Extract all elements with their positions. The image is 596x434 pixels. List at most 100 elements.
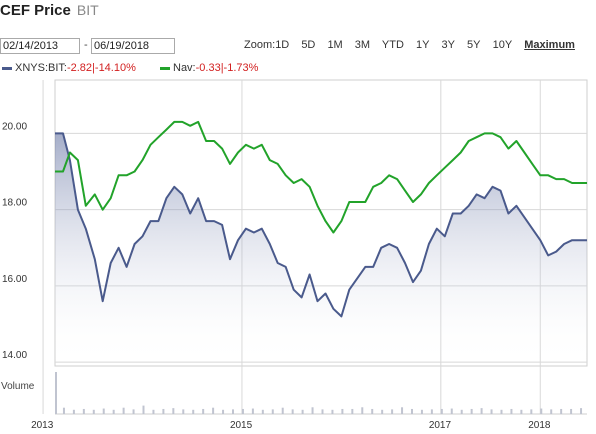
- volume-bar: [62, 407, 65, 414]
- x-tick-label: 2015: [230, 420, 253, 431]
- volume-bar: [212, 407, 215, 414]
- volume-bar: [490, 409, 493, 414]
- volume-bar: [162, 408, 165, 414]
- volume-bar: [331, 409, 334, 414]
- legend-change-nav: -0.33: [195, 62, 221, 74]
- volume-bar: [281, 407, 284, 414]
- area-layer: [55, 133, 587, 366]
- volume-bar: [321, 409, 324, 414]
- volume-bar: [152, 409, 155, 414]
- series-line-nav: [55, 120, 587, 234]
- zoom-10y[interactable]: 10Y: [492, 39, 513, 51]
- start-date-input[interactable]: [0, 38, 80, 54]
- legend-pct-nav: |-1.73%: [220, 62, 259, 74]
- volume-bar: [440, 408, 443, 414]
- y-axis: 14.00 16.00 18.00 20.00: [2, 121, 27, 361]
- volume-panel: Volume: [1, 372, 587, 415]
- volume-bar: [381, 409, 384, 414]
- zoom-5y[interactable]: 5Y: [467, 39, 481, 51]
- zoom-bar: Zoom:1D 5D 1M 3M YTD 1Y 3Y 5Y 10Y Maximu…: [244, 39, 575, 51]
- volume-bar: [401, 407, 404, 414]
- volume-bar: [560, 408, 563, 414]
- legend-change-bit: -2.82: [66, 62, 93, 74]
- legend-item-bit[interactable]: XNYS:BIT:-2.82|-14.10%: [2, 62, 136, 74]
- page-title: CEF Price: [0, 2, 71, 19]
- volume-bar: [232, 409, 235, 414]
- volume-bar: [510, 408, 513, 414]
- volume-bar: [72, 409, 75, 414]
- zoom-1m[interactable]: 1M: [327, 39, 343, 51]
- lines-layer: [55, 120, 587, 318]
- volume-bar: [222, 409, 225, 414]
- volume-bar: [470, 408, 473, 414]
- chart-title: CEF Price BIT: [0, 2, 99, 20]
- volume-bar: [500, 409, 503, 414]
- volume-bar: [580, 408, 583, 414]
- legend-item-nav[interactable]: Nav:-0.33|-1.73%: [160, 62, 258, 74]
- volume-bar: [540, 408, 543, 414]
- volume-bar: [112, 409, 115, 414]
- volume-bar: [430, 409, 433, 414]
- volume-bar: [102, 408, 105, 414]
- zoom-label: Zoom:: [244, 39, 276, 51]
- volume-bar: [391, 409, 394, 414]
- y-tick-label: 20.00: [2, 121, 27, 132]
- volume-bar: [251, 408, 254, 414]
- volume-bar: [192, 409, 195, 414]
- volume-bar: [55, 372, 57, 414]
- volume-bar: [530, 409, 533, 414]
- volume-bar: [371, 408, 374, 414]
- volume-bar: [122, 407, 125, 414]
- range-separator: -: [84, 39, 88, 51]
- volume-bar: [261, 409, 264, 414]
- x-axis: 2013 2015 2017 2018: [31, 420, 551, 431]
- volume-bar: [550, 409, 553, 414]
- volume-bar: [420, 409, 423, 414]
- zoom-1y[interactable]: 1Y: [415, 39, 430, 51]
- volume-label: Volume: [1, 381, 35, 392]
- ticker-label: BIT: [76, 2, 99, 18]
- x-tick-label: 2018: [528, 420, 551, 431]
- volume-bar: [301, 409, 304, 414]
- volume-bar: [450, 408, 453, 414]
- y-tick-label: 16.00: [2, 274, 27, 285]
- y-tick-label: 18.00: [2, 198, 27, 209]
- volume-bar: [202, 408, 205, 414]
- legend-swatch-nav: [160, 66, 170, 70]
- volume-bar: [182, 409, 185, 414]
- volume-bar: [351, 408, 354, 414]
- zoom-5d[interactable]: 5D: [301, 39, 316, 51]
- volume-bar: [291, 409, 294, 414]
- volume-bar: [410, 408, 413, 414]
- y-tick-label: 14.00: [2, 350, 27, 361]
- zoom-maximum[interactable]: Maximum: [524, 39, 575, 51]
- legend-name-bit: XNYS:BIT:: [15, 62, 67, 74]
- zoom-ytd[interactable]: YTD: [381, 39, 404, 51]
- legend-pct-bit: |-14.10%: [92, 62, 136, 74]
- volume-bar: [271, 409, 274, 414]
- volume-bar: [480, 408, 483, 414]
- x-tick-label: 2017: [429, 420, 452, 431]
- volume-bar: [132, 409, 135, 414]
- end-date-input[interactable]: [91, 38, 175, 54]
- series-line-bit: [55, 132, 587, 318]
- volume-bar: [92, 409, 95, 414]
- volume-bar: [142, 405, 145, 414]
- series-area-bit: [55, 133, 587, 366]
- volume-bar: [82, 408, 85, 414]
- legend-swatch-bit: [2, 66, 12, 70]
- volume-bar: [341, 408, 344, 414]
- volume-bar: [570, 408, 573, 414]
- zoom-3y[interactable]: 3Y: [441, 39, 455, 51]
- volume-bar: [520, 409, 523, 414]
- zoom-3m[interactable]: 3M: [354, 39, 371, 51]
- zoom-1d[interactable]: 1D: [275, 39, 290, 51]
- x-tick-label: 2013: [31, 420, 54, 431]
- volume-bar: [311, 407, 314, 414]
- volume-bar: [241, 408, 244, 414]
- legend-name-nav: Nav:: [173, 62, 196, 74]
- volume-bar: [172, 408, 175, 414]
- volume-bar: [460, 409, 463, 414]
- volume-bar: [361, 407, 364, 414]
